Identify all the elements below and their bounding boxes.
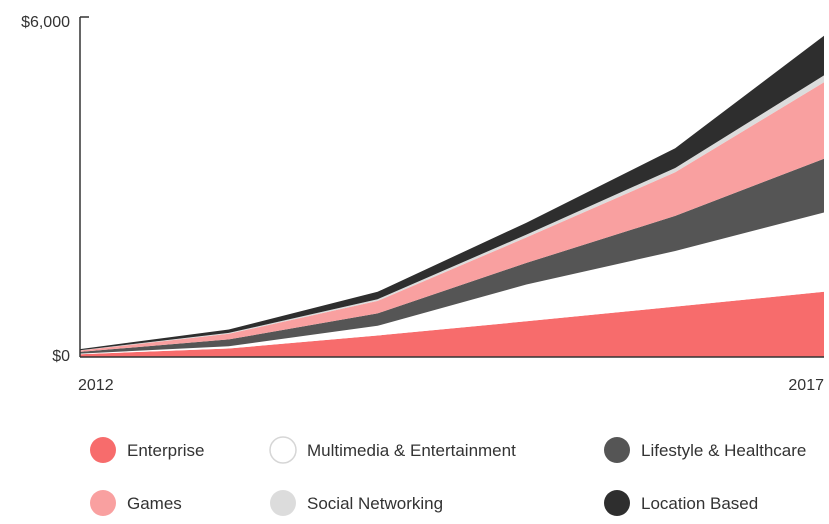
- legend-swatch-lifestyle-healthcare: [604, 437, 630, 463]
- legend-label-multimedia-entertainment: Multimedia & Entertainment: [307, 441, 516, 460]
- area-multimedia-entertainment: [80, 212, 824, 355]
- legend-label-lifestyle-healthcare: Lifestyle & Healthcare: [641, 441, 806, 460]
- y-tick-label-max: $6,000: [21, 14, 70, 31]
- y-tick-label-min: $0: [52, 348, 70, 365]
- legend-label-social-networking: Social Networking: [307, 494, 443, 513]
- area-enterprise: [80, 291, 824, 357]
- legend: Enterprise Multimedia & Entertainment Life…: [90, 436, 806, 516]
- legend-label-games: Games: [127, 494, 182, 513]
- legend-swatch-location-based: [604, 490, 630, 516]
- x-tick-label-end: 2017: [788, 377, 824, 394]
- legend-label-enterprise: Enterprise: [127, 441, 204, 460]
- legend-label-location-based: Location Based: [641, 494, 758, 513]
- legend-swatch-social-networking: [270, 490, 296, 516]
- legend-swatch-enterprise: [90, 437, 116, 463]
- plot-area: [80, 35, 824, 357]
- x-tick-label-start: 2012: [78, 377, 114, 394]
- legend-swatch-games: [90, 490, 116, 516]
- legend-swatch-multimedia-entertainment: [269, 436, 297, 464]
